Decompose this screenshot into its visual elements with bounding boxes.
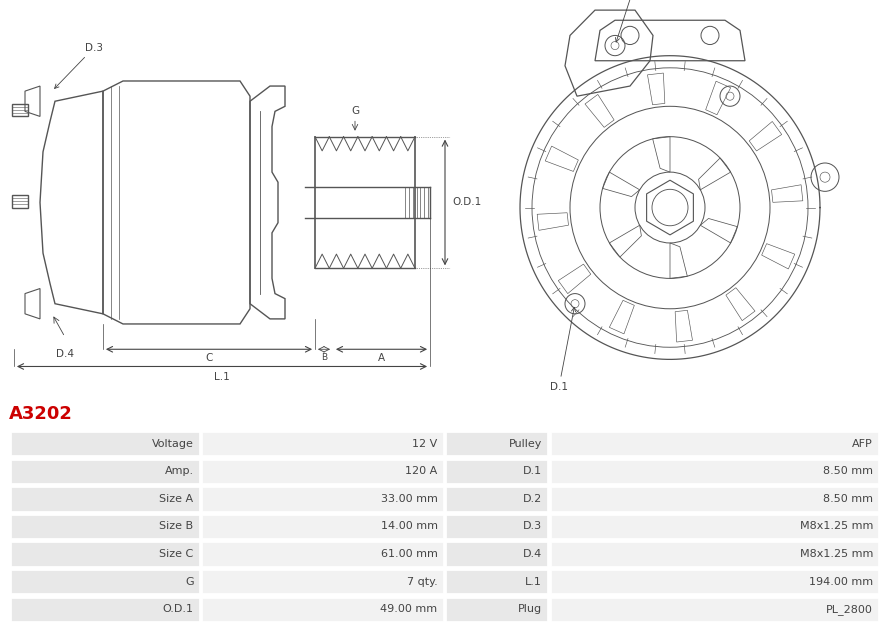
Text: D.4: D.4 xyxy=(523,549,542,559)
Bar xyxy=(202,596,444,622)
Bar xyxy=(202,569,444,594)
Bar xyxy=(10,459,200,484)
Text: C: C xyxy=(205,353,212,363)
Bar xyxy=(202,514,444,539)
Bar xyxy=(445,596,549,622)
Text: Amp.: Amp. xyxy=(164,466,194,476)
Bar xyxy=(202,541,444,567)
Bar xyxy=(445,459,549,484)
Text: D.1: D.1 xyxy=(523,466,542,476)
Bar xyxy=(10,514,200,539)
Text: A: A xyxy=(378,353,385,363)
Text: Pulley: Pulley xyxy=(509,439,542,449)
Text: A3202: A3202 xyxy=(9,406,73,423)
Text: G: G xyxy=(185,577,194,587)
Text: PL_2800: PL_2800 xyxy=(826,604,873,615)
Bar xyxy=(10,431,200,457)
Bar xyxy=(550,486,879,511)
Text: 8.50 mm: 8.50 mm xyxy=(823,466,873,476)
Text: 8.50 mm: 8.50 mm xyxy=(823,494,873,504)
Text: B: B xyxy=(321,353,327,363)
Bar xyxy=(550,541,879,567)
Text: 14.00 mm: 14.00 mm xyxy=(380,521,437,531)
Bar xyxy=(12,104,28,117)
Bar xyxy=(445,486,549,511)
Bar xyxy=(10,541,200,567)
Text: Size B: Size B xyxy=(159,521,194,531)
Bar xyxy=(10,486,200,511)
Bar xyxy=(445,431,549,457)
Text: L.1: L.1 xyxy=(525,577,542,587)
Text: M8x1.25 mm: M8x1.25 mm xyxy=(800,521,873,531)
Text: D.2: D.2 xyxy=(615,0,648,42)
Bar xyxy=(550,569,879,594)
Text: 7 qty.: 7 qty. xyxy=(407,577,437,587)
Bar xyxy=(10,596,200,622)
Bar xyxy=(550,596,879,622)
Bar xyxy=(550,514,879,539)
Bar xyxy=(12,196,28,207)
Text: D.3: D.3 xyxy=(523,521,542,531)
Text: M8x1.25 mm: M8x1.25 mm xyxy=(800,549,873,559)
Text: D.4: D.4 xyxy=(56,350,74,359)
Text: G: G xyxy=(351,107,359,117)
Text: O.D.1: O.D.1 xyxy=(163,604,194,614)
Text: D.1: D.1 xyxy=(550,307,575,392)
Bar xyxy=(445,541,549,567)
Bar xyxy=(445,569,549,594)
Text: 33.00 mm: 33.00 mm xyxy=(380,494,437,504)
Bar xyxy=(550,431,879,457)
Text: O.D.1: O.D.1 xyxy=(452,197,481,207)
Bar xyxy=(202,431,444,457)
Text: Voltage: Voltage xyxy=(152,439,194,449)
Text: 61.00 mm: 61.00 mm xyxy=(380,549,437,559)
Text: D.3: D.3 xyxy=(54,42,103,88)
Text: D.2: D.2 xyxy=(523,494,542,504)
Text: 120 A: 120 A xyxy=(405,466,437,476)
Bar xyxy=(550,459,879,484)
Text: 12 V: 12 V xyxy=(412,439,437,449)
Text: Size C: Size C xyxy=(159,549,194,559)
Bar xyxy=(202,486,444,511)
Bar xyxy=(445,514,549,539)
Bar xyxy=(202,459,444,484)
Text: Plug: Plug xyxy=(518,604,542,614)
Text: L.1: L.1 xyxy=(214,371,230,381)
Text: AFP: AFP xyxy=(853,439,873,449)
Text: 49.00 mm: 49.00 mm xyxy=(380,604,437,614)
Text: 194.00 mm: 194.00 mm xyxy=(809,577,873,587)
Bar xyxy=(10,569,200,594)
Text: Size A: Size A xyxy=(159,494,194,504)
